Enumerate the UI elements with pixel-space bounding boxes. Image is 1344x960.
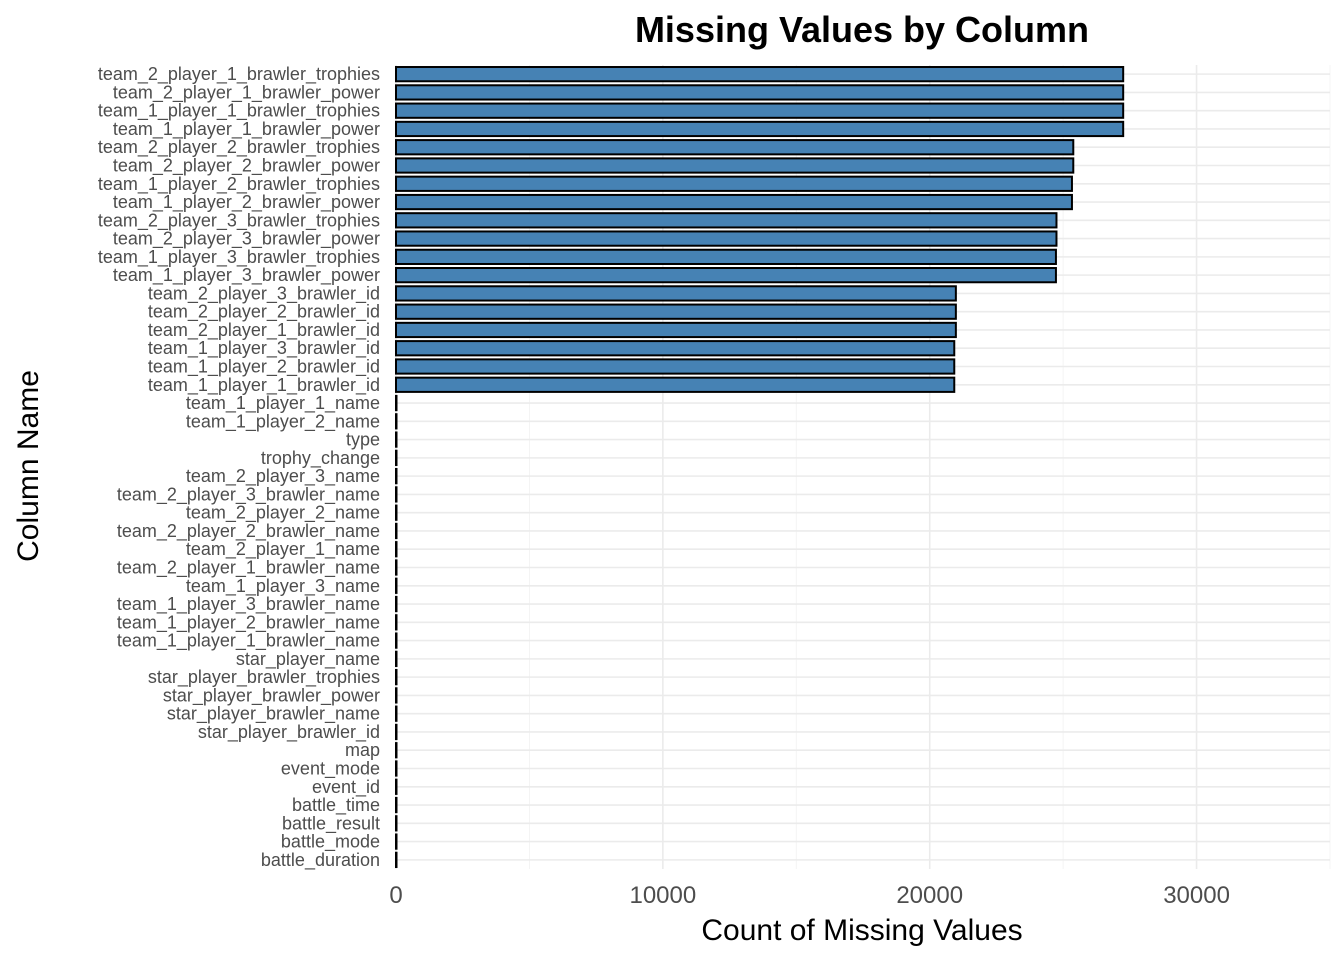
bar-team-1-player-3-name xyxy=(395,577,398,594)
bar-team-2-player-3-brawler-trophies xyxy=(395,212,1058,229)
y-tick-label: star_player_brawler_trophies xyxy=(148,667,380,688)
bar-team-2-player-2-brawler-name xyxy=(395,522,398,540)
bar-team-1-player-3-brawler-trophies xyxy=(395,248,1057,265)
bar-star-player-name xyxy=(395,650,398,667)
bar-team-1-player-1-brawler-id xyxy=(395,376,956,393)
y-tick-label: team_1_player_1_brawler_id xyxy=(148,375,380,396)
y-tick-label: team_1_player_2_brawler_name xyxy=(117,612,380,633)
y-tick-label: team_2_player_2_name xyxy=(186,503,380,524)
x-axis-title: Count of Missing Values xyxy=(701,914,1022,947)
bar-team-1-player-2-brawler-power xyxy=(395,193,1073,211)
y-tick-label: battle_result xyxy=(282,813,380,834)
y-tick-label: team_2_player_1_brawler_id xyxy=(148,320,380,341)
y-tick-label: team_2_player_1_brawler_name xyxy=(117,558,380,579)
y-tick-label: team_2_player_3_brawler_id xyxy=(148,283,380,304)
y-tick-label: star_player_brawler_power xyxy=(163,685,380,706)
bar-battle-mode xyxy=(395,833,398,850)
y-tick-label: team_1_player_2_brawler_id xyxy=(148,357,380,378)
y-tick-label: team_1_player_3_brawler_power xyxy=(113,265,380,286)
bar-star-player-brawler-id xyxy=(395,723,398,741)
y-tick-label: team_1_player_2_name xyxy=(186,411,380,432)
bar-team-1-player-2-name xyxy=(395,413,398,430)
y-tick-label: team_2_player_3_brawler_trophies xyxy=(98,210,380,231)
bar-team-2-player-2-name xyxy=(395,504,398,521)
bar-team-1-player-3-brawler-name xyxy=(395,595,398,613)
bar-star-player-brawler-trophies xyxy=(395,669,398,686)
bar-trophy-change xyxy=(395,449,398,466)
bar-star-player-brawler-power xyxy=(395,687,398,704)
y-tick-label: team_1_player_3_name xyxy=(186,576,380,597)
y-tick-label: team_2_player_1_brawler_trophies xyxy=(98,64,380,85)
y-tick-label: team_1_player_3_brawler_id xyxy=(148,338,380,359)
y-tick-label: team_1_player_3_brawler_name xyxy=(117,594,380,615)
bar-event-mode xyxy=(395,760,398,777)
y-tick-label: team_1_player_2_brawler_power xyxy=(113,192,380,213)
x-tick-label: 0 xyxy=(389,882,402,909)
y-tick-label: map xyxy=(345,740,380,760)
bar-star-player-brawler-name xyxy=(395,705,398,722)
y-tick-label: team_1_player_1_brawler_trophies xyxy=(98,101,380,122)
bar-team-1-player-1-brawler-name xyxy=(395,632,398,649)
bars xyxy=(395,66,1125,868)
y-tick-labels: team_2_player_1_brawler_trophiesteam_2_p… xyxy=(98,64,380,871)
bar-team-2-player-1-brawler-trophies xyxy=(395,66,1125,83)
bar-team-1-player-2-brawler-name xyxy=(395,614,398,631)
y-tick-label: star_player_brawler_id xyxy=(198,722,380,743)
bar-team-1-player-1-brawler-power xyxy=(395,120,1125,138)
x-tick-label: 20000 xyxy=(896,882,963,909)
y-tick-label: star_player_brawler_name xyxy=(167,704,380,725)
y-tick-label: team_2_player_3_brawler_name xyxy=(117,484,380,505)
y-axis-title: Column Name xyxy=(12,370,45,562)
y-tick-label: star_player_name xyxy=(236,649,380,670)
bar-team-2-player-1-name xyxy=(395,541,398,558)
bar-team-1-player-2-brawler-trophies xyxy=(395,175,1073,192)
bar-team-1-player-1-name xyxy=(395,394,398,412)
bar-team-1-player-2-brawler-id xyxy=(395,358,956,375)
y-tick-label: team_2_player_3_name xyxy=(186,466,380,487)
bar-team-2-player-3-brawler-id xyxy=(395,285,957,302)
y-tick-label: team_1_player_2_brawler_trophies xyxy=(98,174,380,195)
y-tick-label: team_2_player_2_brawler_name xyxy=(117,521,380,542)
y-tick-label: team_1_player_3_brawler_trophies xyxy=(98,247,380,268)
x-tick-labels: 0 10000 20000 30000 xyxy=(389,882,1230,909)
y-tick-label: team_1_player_1_brawler_name xyxy=(117,631,380,652)
y-tick-label: battle_time xyxy=(292,795,380,816)
bar-team-2-player-2-brawler-trophies xyxy=(395,139,1075,156)
bar-team-2-player-3-name xyxy=(395,468,398,485)
bar-team-2-player-1-brawler-id xyxy=(395,321,957,339)
bar-event-id xyxy=(395,778,398,795)
bar-battle-duration xyxy=(395,851,398,868)
y-tick-label: battle_mode xyxy=(281,832,380,853)
bar-team-2-player-2-brawler-power xyxy=(395,157,1075,174)
y-tick-label: team_1_player_1_brawler_power xyxy=(113,119,380,140)
y-tick-label: team_2_player_1_name xyxy=(186,539,380,560)
bar-team-2-player-3-brawler-name xyxy=(395,486,398,503)
bar-battle-time xyxy=(395,796,398,814)
x-tick-label: 30000 xyxy=(1163,882,1230,909)
y-tick-label: team_1_player_1_name xyxy=(186,393,380,414)
y-tick-label: team_2_player_3_brawler_power xyxy=(113,229,380,250)
bar-team-2-player-3-brawler-power xyxy=(395,230,1058,247)
bar-battle-result xyxy=(395,815,398,832)
bar-team-2-player-2-brawler-id xyxy=(395,303,957,320)
bar-team-1-player-3-brawler-power xyxy=(395,267,1057,284)
y-tick-label: team_2_player_1_brawler_power xyxy=(113,82,380,103)
bar-type xyxy=(395,431,398,448)
bar-team-2-player-1-brawler-power xyxy=(395,84,1125,101)
chart-title: Missing Values by Column xyxy=(635,9,1089,50)
y-tick-label: type xyxy=(346,430,380,450)
y-tick-label: battle_duration xyxy=(261,850,380,871)
y-tick-label: team_2_player_2_brawler_id xyxy=(148,302,380,323)
x-tick-label: 10000 xyxy=(629,882,696,909)
y-tick-label: trophy_change xyxy=(261,448,380,469)
bar-team-2-player-1-brawler-name xyxy=(395,559,398,576)
y-tick-label: team_2_player_2_brawler_power xyxy=(113,156,380,177)
bar-team-1-player-1-brawler-trophies xyxy=(395,102,1125,119)
y-tick-label: event_mode xyxy=(281,759,380,780)
y-tick-label: team_2_player_2_brawler_trophies xyxy=(98,137,380,158)
bar-map xyxy=(395,742,398,759)
bar-team-1-player-3-brawler-id xyxy=(395,340,956,357)
y-tick-label: event_id xyxy=(312,777,380,798)
